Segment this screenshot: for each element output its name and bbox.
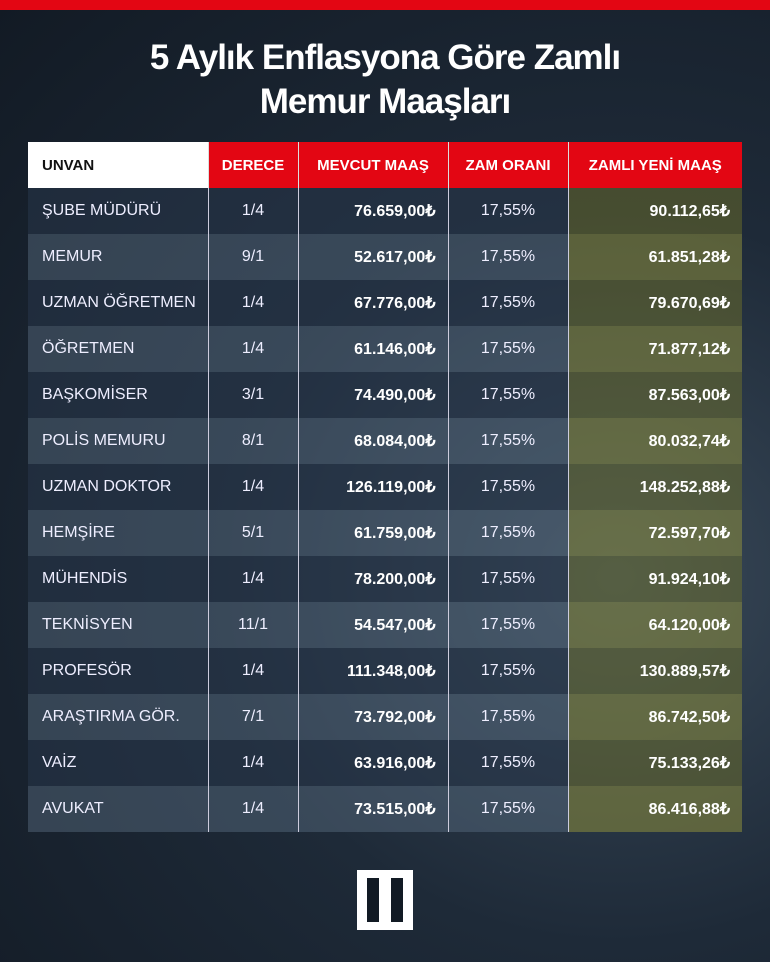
column-header: MEVCUT MAAŞ [297,142,448,188]
table-cell: 8/1 [207,418,298,464]
title-line: Memur Maaşları [259,82,512,121]
table-cell: MEMUR [28,234,208,280]
table-row: ŞUBE MÜDÜRÜ 1/4 76.659,00₺ 17,55% 90.112,65₺ [28,188,742,234]
table-cell: 17,55% [447,694,568,740]
table-row: MÜHENDİS 1/4 78.200,00₺ 17,55% 91.924,10₺ [28,556,742,602]
top-bar [0,0,770,10]
table-cell: 1/4 [207,740,298,786]
table-cell: 80.032,74₺ [567,418,742,464]
table-cell: 111.348,00₺ [297,648,448,694]
column-header: DERECE [207,142,298,188]
table-cell: 1/4 [207,280,298,326]
table-cell: POLİS MEMURU [28,418,208,464]
table-row: UZMAN ÖĞRETMEN 1/4 67.776,00₺ 17,55% 79.670,… [28,280,742,326]
table-cell: 17,55% [447,188,568,234]
table-cell: 7/1 [207,694,298,740]
table-row: MEMUR 9/1 52.617,00₺ 17,55% 61.851,28₺ [28,234,742,280]
table-cell: BAŞKOMİSER [28,372,208,418]
table-cell: 78.200,00₺ [297,556,448,602]
table-cell: 79.670,69₺ [567,280,742,326]
title: 5 Aylık Enflasyona Göre Zamlı Memur Maaş… [0,36,770,124]
table-cell: 17,55% [447,418,568,464]
table-cell: 61.759,00₺ [297,510,448,556]
table-cell: 17,55% [447,326,568,372]
table-cell: VAİZ [28,740,208,786]
header-row: UNVAN DERECE MEVCUT MAAŞ ZAM ORANI ZAMLI YEN… [28,142,742,188]
table-row: VAİZ 1/4 63.916,00₺ 17,55% 75.133,26₺ [28,740,742,786]
table-cell: 17,55% [447,234,568,280]
table-cell: 72.597,70₺ [567,510,742,556]
table-cell: UZMAN ÖĞRETMEN [28,280,208,326]
table-cell: 61.851,28₺ [567,234,742,280]
table-body: ŞUBE MÜDÜRÜ 1/4 76.659,00₺ 17,55% 90.112,65₺… [28,188,742,832]
table-cell: TEKNİSYEN [28,602,208,648]
table-cell: 91.924,10₺ [567,556,742,602]
table-cell: 64.120,00₺ [567,602,742,648]
table-cell: 73.515,00₺ [297,786,448,832]
table-cell: 5/1 [207,510,298,556]
table-cell: MÜHENDİS [28,556,208,602]
table-cell: 1/4 [207,464,298,510]
table-row: ÖĞRETMEN 1/4 61.146,00₺ 17,55% 71.877,12₺ [28,326,742,372]
table-cell: 1/4 [207,326,298,372]
table-row: BAŞKOMİSER 3/1 74.490,00₺ 17,55% 87.563,00₺ [28,372,742,418]
table-cell: 73.792,00₺ [297,694,448,740]
table-cell: 1/4 [207,648,298,694]
table-cell: 148.252,88₺ [567,464,742,510]
table-cell: 75.133,26₺ [567,740,742,786]
table-row: ARAŞTIRMA GÖR. 7/1 73.792,00₺ 17,55% 86.742,… [28,694,742,740]
table-row: UZMAN DOKTOR 1/4 126.119,00₺ 17,55% 148.252,… [28,464,742,510]
table-cell: AVUKAT [28,786,208,832]
table-cell: 86.742,50₺ [567,694,742,740]
table-row: POLİS MEMURU 8/1 68.084,00₺ 17,55% 80.032,74… [28,418,742,464]
table-cell: 17,55% [447,648,568,694]
table-cell: 67.776,00₺ [297,280,448,326]
table-cell: 68.084,00₺ [297,418,448,464]
table-cell: 63.916,00₺ [297,740,448,786]
table-cell: 130.889,57₺ [567,648,742,694]
table-cell: 11/1 [207,602,298,648]
table-row: TEKNİSYEN 11/1 54.547,00₺ 17,55% 64.120,00₺ [28,602,742,648]
table-cell: 1/4 [207,556,298,602]
table-cell: 54.547,00₺ [297,602,448,648]
table-cell: PROFESÖR [28,648,208,694]
table-cell: 17,55% [447,372,568,418]
title-line: 5 Aylık Enflasyona Göre Zamlı [149,38,621,77]
table-cell: 86.416,88₺ [567,786,742,832]
table-cell: 71.877,12₺ [567,326,742,372]
table-cell: 1/4 [207,786,298,832]
table-cell: 17,55% [447,602,568,648]
logo [357,870,413,930]
table-cell: 61.146,00₺ [297,326,448,372]
table-cell: 3/1 [207,372,298,418]
table-cell: 17,55% [447,464,568,510]
column-header: ZAM ORANI [447,142,568,188]
table-cell: HEMŞİRE [28,510,208,556]
column-header: ZAMLI YENİ MAAŞ [567,142,742,188]
salary-table: UNVAN DERECE MEVCUT MAAŞ ZAM ORANI ZAMLI YEN… [28,142,742,832]
table-cell: ARAŞTIRMA GÖR. [28,694,208,740]
table-row: HEMŞİRE 5/1 61.759,00₺ 17,55% 72.597,70₺ [28,510,742,556]
table-cell: 52.617,00₺ [297,234,448,280]
table-row: AVUKAT 1/4 73.515,00₺ 17,55% 86.416,88₺ [28,786,742,832]
table-cell: 17,55% [447,556,568,602]
table-cell: 76.659,00₺ [297,188,448,234]
table-cell: 17,55% [447,510,568,556]
table-cell: 17,55% [447,740,568,786]
table-cell: 87.563,00₺ [567,372,742,418]
table-cell: 126.119,00₺ [297,464,448,510]
table-cell: 74.490,00₺ [297,372,448,418]
table-cell: 17,55% [447,280,568,326]
table-cell: 9/1 [207,234,298,280]
table-cell: 90.112,65₺ [567,188,742,234]
table-cell: 17,55% [447,786,568,832]
table-cell: ÖĞRETMEN [28,326,208,372]
column-header: UNVAN [28,142,208,188]
table-row: PROFESÖR 1/4 111.348,00₺ 17,55% 130.889,57₺ [28,648,742,694]
table-cell: ŞUBE MÜDÜRÜ [28,188,208,234]
table-cell: UZMAN DOKTOR [28,464,208,510]
table-cell: 1/4 [207,188,298,234]
